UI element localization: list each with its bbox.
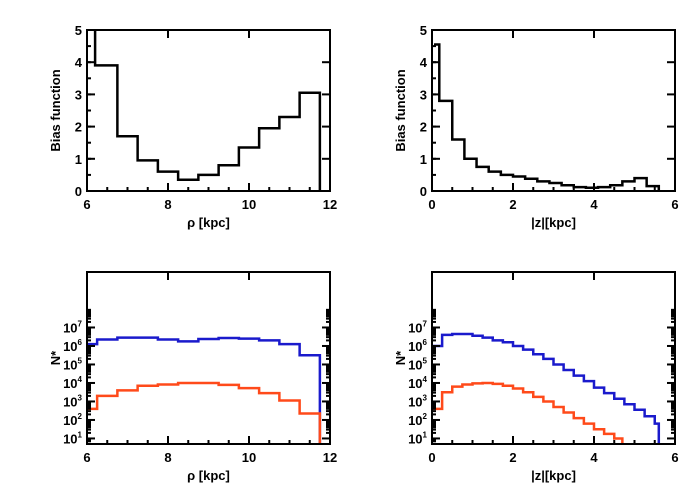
x-tick-label: 8 bbox=[164, 450, 171, 465]
x-tick-label: 4 bbox=[590, 197, 598, 212]
x-axis-label: |z|[kpc] bbox=[531, 215, 576, 230]
x-tick-label: 6 bbox=[671, 197, 678, 212]
y-tick-label: 107 bbox=[63, 319, 82, 335]
x-tick-label: 2 bbox=[509, 197, 516, 212]
y-tick-label: 1 bbox=[420, 152, 427, 167]
x-tick-label: 6 bbox=[671, 450, 678, 465]
y-axis-label: N* bbox=[393, 350, 408, 365]
y-tick-label: 102 bbox=[63, 412, 82, 428]
y-tick-label: 105 bbox=[408, 356, 427, 372]
y-tick-label: 104 bbox=[63, 375, 82, 391]
histogram-series-0 bbox=[93, 30, 322, 191]
y-tick-label: 4 bbox=[75, 55, 83, 70]
y-tick-label: 103 bbox=[63, 393, 82, 409]
y-tick-label: 5 bbox=[75, 23, 82, 38]
histogram-series-0 bbox=[432, 332, 661, 444]
plot-frame bbox=[86, 271, 331, 445]
y-tick-label: 107 bbox=[408, 319, 427, 335]
histogram-series-1 bbox=[432, 381, 624, 444]
y-tick-label: 2 bbox=[75, 120, 82, 135]
y-tick-label: 105 bbox=[63, 356, 82, 372]
y-tick-label: 101 bbox=[408, 430, 427, 446]
y-tick-label: 0 bbox=[420, 184, 427, 199]
histogram-series-0 bbox=[434, 43, 661, 191]
x-axis-label: |z|[kpc] bbox=[531, 468, 576, 483]
x-tick-label: 4 bbox=[590, 450, 598, 465]
y-tick-label: 4 bbox=[420, 55, 428, 70]
histogram-series-1 bbox=[87, 381, 322, 444]
plot-frame bbox=[86, 29, 331, 192]
x-axis-label: ρ [kpc] bbox=[187, 215, 230, 230]
y-tick-label: 3 bbox=[420, 87, 427, 102]
y-tick-label: 1 bbox=[75, 152, 82, 167]
y-tick-label: 102 bbox=[408, 412, 427, 428]
x-tick-label: 12 bbox=[323, 450, 337, 465]
x-tick-label: 2 bbox=[509, 450, 516, 465]
y-tick-label: 103 bbox=[408, 393, 427, 409]
y-tick-label: 106 bbox=[408, 338, 427, 354]
y-tick-label: 106 bbox=[63, 338, 82, 354]
x-axis-label: ρ [kpc] bbox=[187, 468, 230, 483]
y-tick-label: 101 bbox=[63, 430, 82, 446]
panel-bias-z: 0 2 4 6 0 1 2 3 4 5 |z|[kpc] Bias function bbox=[393, 23, 679, 230]
histogram-series-0 bbox=[87, 336, 322, 444]
y-tick-label: 2 bbox=[420, 120, 427, 135]
x-tick-label: 10 bbox=[242, 450, 256, 465]
x-tick-label: 0 bbox=[428, 450, 435, 465]
y-axis-label: Bias function bbox=[48, 69, 63, 151]
y-tick-label: 3 bbox=[75, 87, 82, 102]
x-tick-label: 8 bbox=[164, 197, 171, 212]
x-tick-label: 0 bbox=[428, 197, 435, 212]
y-tick-label: 5 bbox=[420, 23, 427, 38]
plot-frame bbox=[431, 29, 676, 192]
x-tick-label: 10 bbox=[242, 197, 256, 212]
x-tick-label: 6 bbox=[83, 450, 90, 465]
x-tick-label: 6 bbox=[83, 197, 90, 212]
y-tick-label: 0 bbox=[75, 184, 82, 199]
y-axis-label: Bias function bbox=[393, 69, 408, 151]
panel-counts-rho: 6 8 10 12 101 102 103 104 105 106 107 ρ [kpc] N* bbox=[48, 271, 337, 483]
panel-counts-z: 0 2 4 6 101 102 103 104 105 106 107 |z|[kpc] N* bbox=[393, 271, 679, 483]
y-axis-label: N* bbox=[48, 350, 63, 365]
y-tick-label: 104 bbox=[408, 375, 427, 391]
x-tick-label: 12 bbox=[323, 197, 337, 212]
